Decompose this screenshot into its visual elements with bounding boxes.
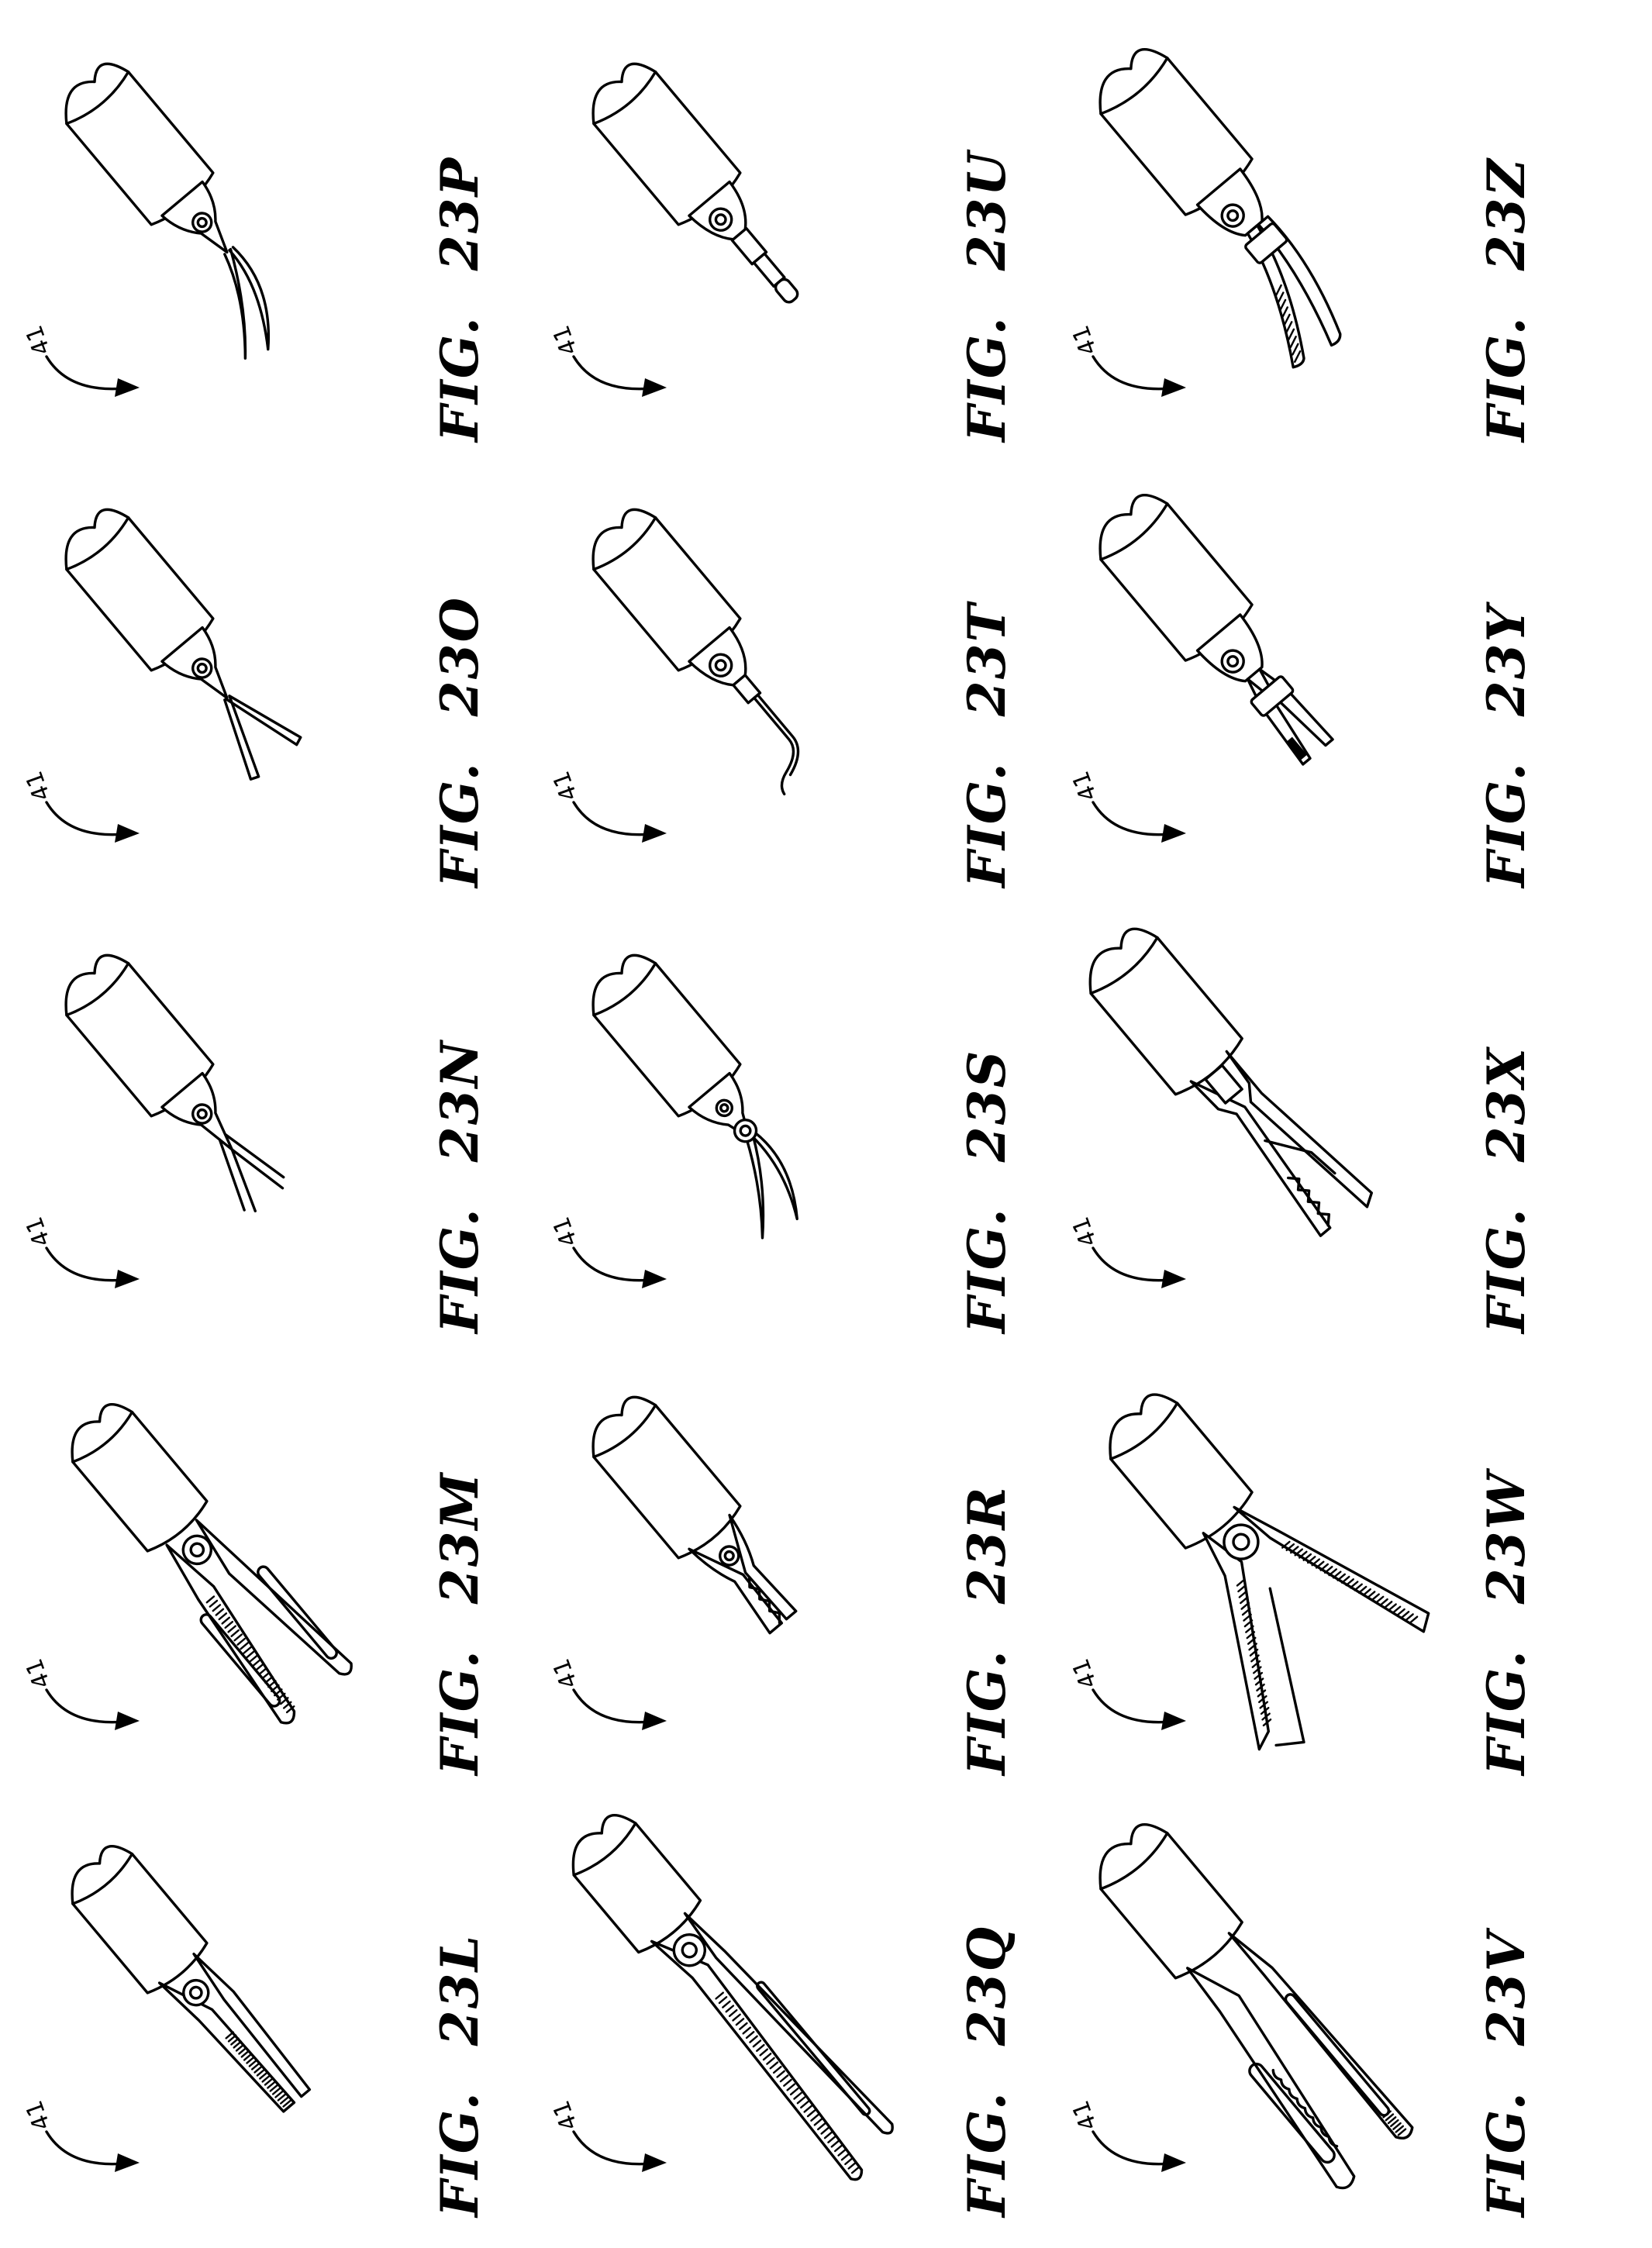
figure-caption: FIG. 23M (429, 1471, 490, 1775)
figure-23p: 41FIG.23P (23, 39, 504, 473)
caption-figure-number: 23U (957, 150, 1017, 271)
caption-prefix: FIG. (957, 2091, 1017, 2217)
leader-arrowhead (1161, 1270, 1186, 1288)
caption-prefix: FIG. (429, 761, 490, 888)
instrument-end-effector (52, 500, 309, 785)
figure-23w: 41FIG.23W (1070, 1372, 1550, 1806)
leader-arrowhead (642, 1270, 667, 1288)
caption-figure-number: 23M (429, 1471, 490, 1604)
instrument-end-effector (568, 946, 840, 1243)
caption-figure-number: 23V (1476, 1930, 1536, 2046)
leader-arrowhead (642, 378, 667, 397)
figure-caption: FIG. 23O (429, 596, 490, 888)
instrument-end-effector (1040, 1348, 1440, 1767)
caption-figure-number: 23W (1476, 1471, 1536, 1604)
figure-caption: FIG. 23L (429, 1934, 490, 2217)
caption-prefix: FIG. (957, 1649, 1017, 1775)
figure-caption: FIG. 23R (957, 1486, 1017, 1775)
leader-arrowhead (115, 378, 140, 397)
instrument-end-effector (41, 54, 322, 364)
caption-prefix: FIG. (1476, 315, 1536, 442)
instrument-end-effector (1074, 40, 1378, 374)
instrument-end-effector (1085, 485, 1352, 779)
caption-figure-number: 23Z (1476, 157, 1536, 271)
caption-prefix: FIG. (429, 315, 490, 442)
figure-23u: 41FIG.23U (550, 39, 1031, 473)
figure-caption: FIG. 23P (429, 157, 490, 442)
instrument-end-effector (52, 946, 302, 1222)
caption-prefix: FIG. (1476, 1207, 1536, 1333)
leader-arrowhead (642, 1712, 667, 1730)
figure-23l: 41FIG.23L (23, 1814, 504, 2248)
caption-figure-number: 23P (429, 157, 490, 271)
instrument-end-effector (579, 500, 845, 795)
instrument-end-effector (59, 1837, 322, 2129)
caption-prefix: FIG. (1476, 1649, 1536, 1775)
caption-figure-number: 23X (1476, 1046, 1536, 1162)
figure-caption: FIG. 23T (957, 602, 1017, 888)
caption-prefix: FIG. (1476, 761, 1536, 888)
caption-figure-number: 23T (957, 602, 1017, 716)
caption-prefix: FIG. (957, 1207, 1017, 1333)
caption-figure-number: 23N (429, 1040, 490, 1162)
figure-caption: FIG. 23W (1476, 1471, 1536, 1775)
figure-caption: FIG. 23N (429, 1040, 490, 1333)
leader-arrowhead (115, 1712, 140, 1730)
figure-23s: 41FIG.23S (550, 930, 1031, 1364)
leader-arrowhead (115, 824, 140, 843)
caption-prefix: FIG. (957, 761, 1017, 888)
leader-arrowhead (1161, 824, 1186, 843)
figure-23y: 41FIG.23Y (1070, 484, 1550, 919)
figure-23z: 41FIG.23Z (1070, 39, 1550, 473)
figure-23m: 41FIG.23M (23, 1372, 504, 1806)
figure-caption: FIG. 23Y (1476, 604, 1536, 888)
figure-23x: 41FIG.23X (1070, 930, 1550, 1364)
caption-figure-number: 23L (429, 1934, 490, 2046)
caption-prefix: FIG. (957, 315, 1017, 442)
instrument-end-effector (53, 1391, 355, 1726)
instrument-end-effector (1077, 1815, 1416, 2192)
caption-prefix: FIG. (429, 1207, 490, 1333)
figure-23v: 41FIG.23V (1070, 1814, 1550, 2248)
instrument-end-effector (579, 1388, 815, 1646)
caption-figure-number: 23Q (957, 1926, 1017, 2046)
figure-caption: FIG. 23Q (957, 1926, 1017, 2217)
figure-23t: 41FIG.23T (550, 484, 1031, 919)
figure-caption: FIG. 23S (957, 1050, 1017, 1333)
leader-arrowhead (642, 824, 667, 843)
leader-arrowhead (1161, 378, 1186, 397)
leader-arrowhead (642, 2153, 667, 2172)
figure-caption: FIG. 23V (1476, 1930, 1536, 2217)
figure-23n: 41FIG.23N (23, 930, 504, 1364)
leader-arrowhead (1161, 1712, 1186, 1730)
figure-caption: FIG. 23X (1476, 1046, 1536, 1333)
figure-23o: 41FIG.23O (23, 484, 504, 919)
leader-arrowhead (1161, 2153, 1186, 2172)
caption-figure-number: 23O (429, 596, 490, 716)
caption-figure-number: 23S (957, 1050, 1017, 1163)
caption-prefix: FIG. (429, 1649, 490, 1775)
instrument-end-effector (560, 1804, 905, 2193)
figure-23r: 41FIG.23R (550, 1372, 1031, 1806)
caption-figure-number: 23Y (1476, 604, 1536, 716)
instrument-end-effector (579, 54, 825, 326)
caption-prefix: FIG. (429, 2091, 490, 2217)
caption-figure-number: 23R (957, 1486, 1017, 1605)
figure-caption: FIG. 23U (957, 150, 1017, 442)
leader-arrowhead (115, 1270, 140, 1288)
figure-caption: FIG. 23Z (1476, 157, 1536, 442)
instrument-end-effector (1075, 919, 1377, 1255)
leader-arrowhead (115, 2153, 140, 2172)
caption-prefix: FIG. (1476, 2091, 1536, 2217)
figure-23q: 41FIG.23Q (550, 1814, 1031, 2248)
